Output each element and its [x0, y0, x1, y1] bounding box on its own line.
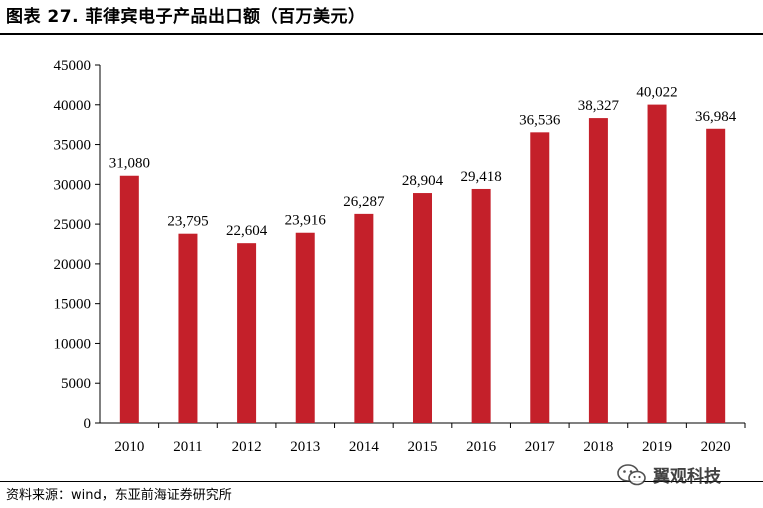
x-tick-label: 2015: [408, 439, 438, 455]
x-tick-label: 2018: [583, 439, 613, 455]
y-tick-label: 5000: [61, 376, 91, 392]
y-tick-label: 0: [84, 416, 92, 432]
bar: [647, 104, 667, 423]
data-label: 36,984: [695, 109, 737, 125]
title-divider: [0, 33, 763, 35]
y-tick-label: 15000: [54, 297, 92, 313]
source-note: 资料来源：wind，东亚前海证券研究所: [6, 488, 232, 503]
data-label: 36,536: [519, 112, 561, 128]
bar: [178, 233, 198, 423]
watermark-text: 翼观科技: [653, 467, 721, 487]
data-label: 28,904: [402, 173, 444, 189]
x-tick-label: 2010: [114, 439, 144, 455]
watermark: 翼观科技: [617, 462, 721, 487]
x-tick-label: 2016: [466, 439, 497, 455]
bar: [530, 132, 550, 423]
data-label: 29,418: [461, 169, 502, 185]
bar: [588, 118, 608, 423]
x-tick-label: 2011: [173, 439, 202, 455]
data-label: 40,022: [636, 85, 677, 101]
bar: [237, 243, 257, 423]
y-tick-label: 25000: [54, 217, 92, 233]
x-tick-label: 2020: [701, 439, 731, 455]
bar-chart: 0 5000 10000 15000 20000 25000 30000 35000 40000…: [54, 58, 746, 455]
y-tick-label: 40000: [54, 98, 92, 114]
data-label: 26,287: [343, 194, 385, 210]
x-tick-label: 2014: [349, 439, 380, 455]
bar: [354, 213, 374, 423]
x-tick-label: 2019: [642, 439, 672, 455]
x-tick-label: 2012: [232, 439, 262, 455]
data-label: 23,916: [285, 213, 327, 229]
y-tick-label: 45000: [54, 58, 92, 74]
chart-title: 图表 27. 菲律宾电子产品出口额（百万美元）: [6, 7, 366, 27]
x-tick-label: 2017: [525, 439, 556, 455]
bar: [413, 193, 432, 423]
bar: [706, 128, 726, 423]
y-tick-label: 10000: [54, 336, 92, 352]
y-tick-label: 30000: [54, 177, 92, 193]
source-divider: [0, 481, 763, 482]
x-tick-label: 2013: [290, 439, 320, 455]
y-tick-label: 35000: [54, 138, 92, 154]
data-label: 38,327: [578, 98, 620, 114]
data-label: 22,604: [226, 223, 268, 239]
bar: [471, 188, 491, 423]
y-tick-label: 20000: [54, 257, 92, 273]
data-label: 23,795: [167, 214, 208, 230]
data-label: 31,080: [109, 156, 150, 172]
bar: [119, 175, 139, 423]
bar: [295, 232, 315, 423]
wechat-icon: [617, 463, 646, 485]
